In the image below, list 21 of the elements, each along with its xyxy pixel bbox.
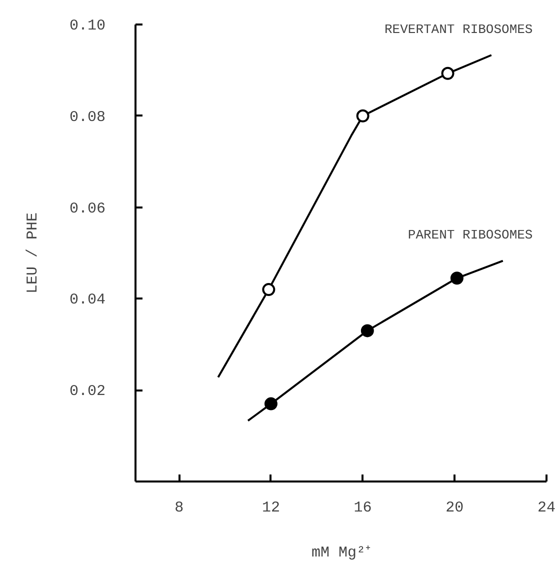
y-tick-label: 0.08 — [69, 108, 106, 126]
x-tick-label: 12 — [262, 500, 280, 516]
x-tick-label: 8 — [174, 500, 184, 516]
point — [441, 66, 454, 80]
y-axis-title: LEU / PHE — [24, 212, 42, 294]
point — [264, 397, 278, 410]
text: REVERTANT RIBOSOMES — [384, 22, 533, 37]
x-tick-label: 24 — [538, 500, 556, 516]
text: PARENT RIBOSOMES — [408, 227, 533, 242]
point — [262, 283, 276, 296]
x-tick-label: 20 — [446, 500, 464, 516]
x-tick-label: 16 — [354, 500, 372, 516]
point — [356, 109, 370, 122]
y-tick-label: 0.04 — [69, 292, 106, 309]
y-tick-label: 0.02 — [69, 383, 106, 400]
line-series — [247, 260, 504, 422]
x-axis-title: mM Mg²⁺ — [311, 544, 371, 562]
y-tick-label: 0.10 — [69, 18, 106, 34]
point — [450, 272, 464, 285]
y-tick-label: 0.06 — [69, 200, 106, 218]
point — [360, 324, 374, 338]
